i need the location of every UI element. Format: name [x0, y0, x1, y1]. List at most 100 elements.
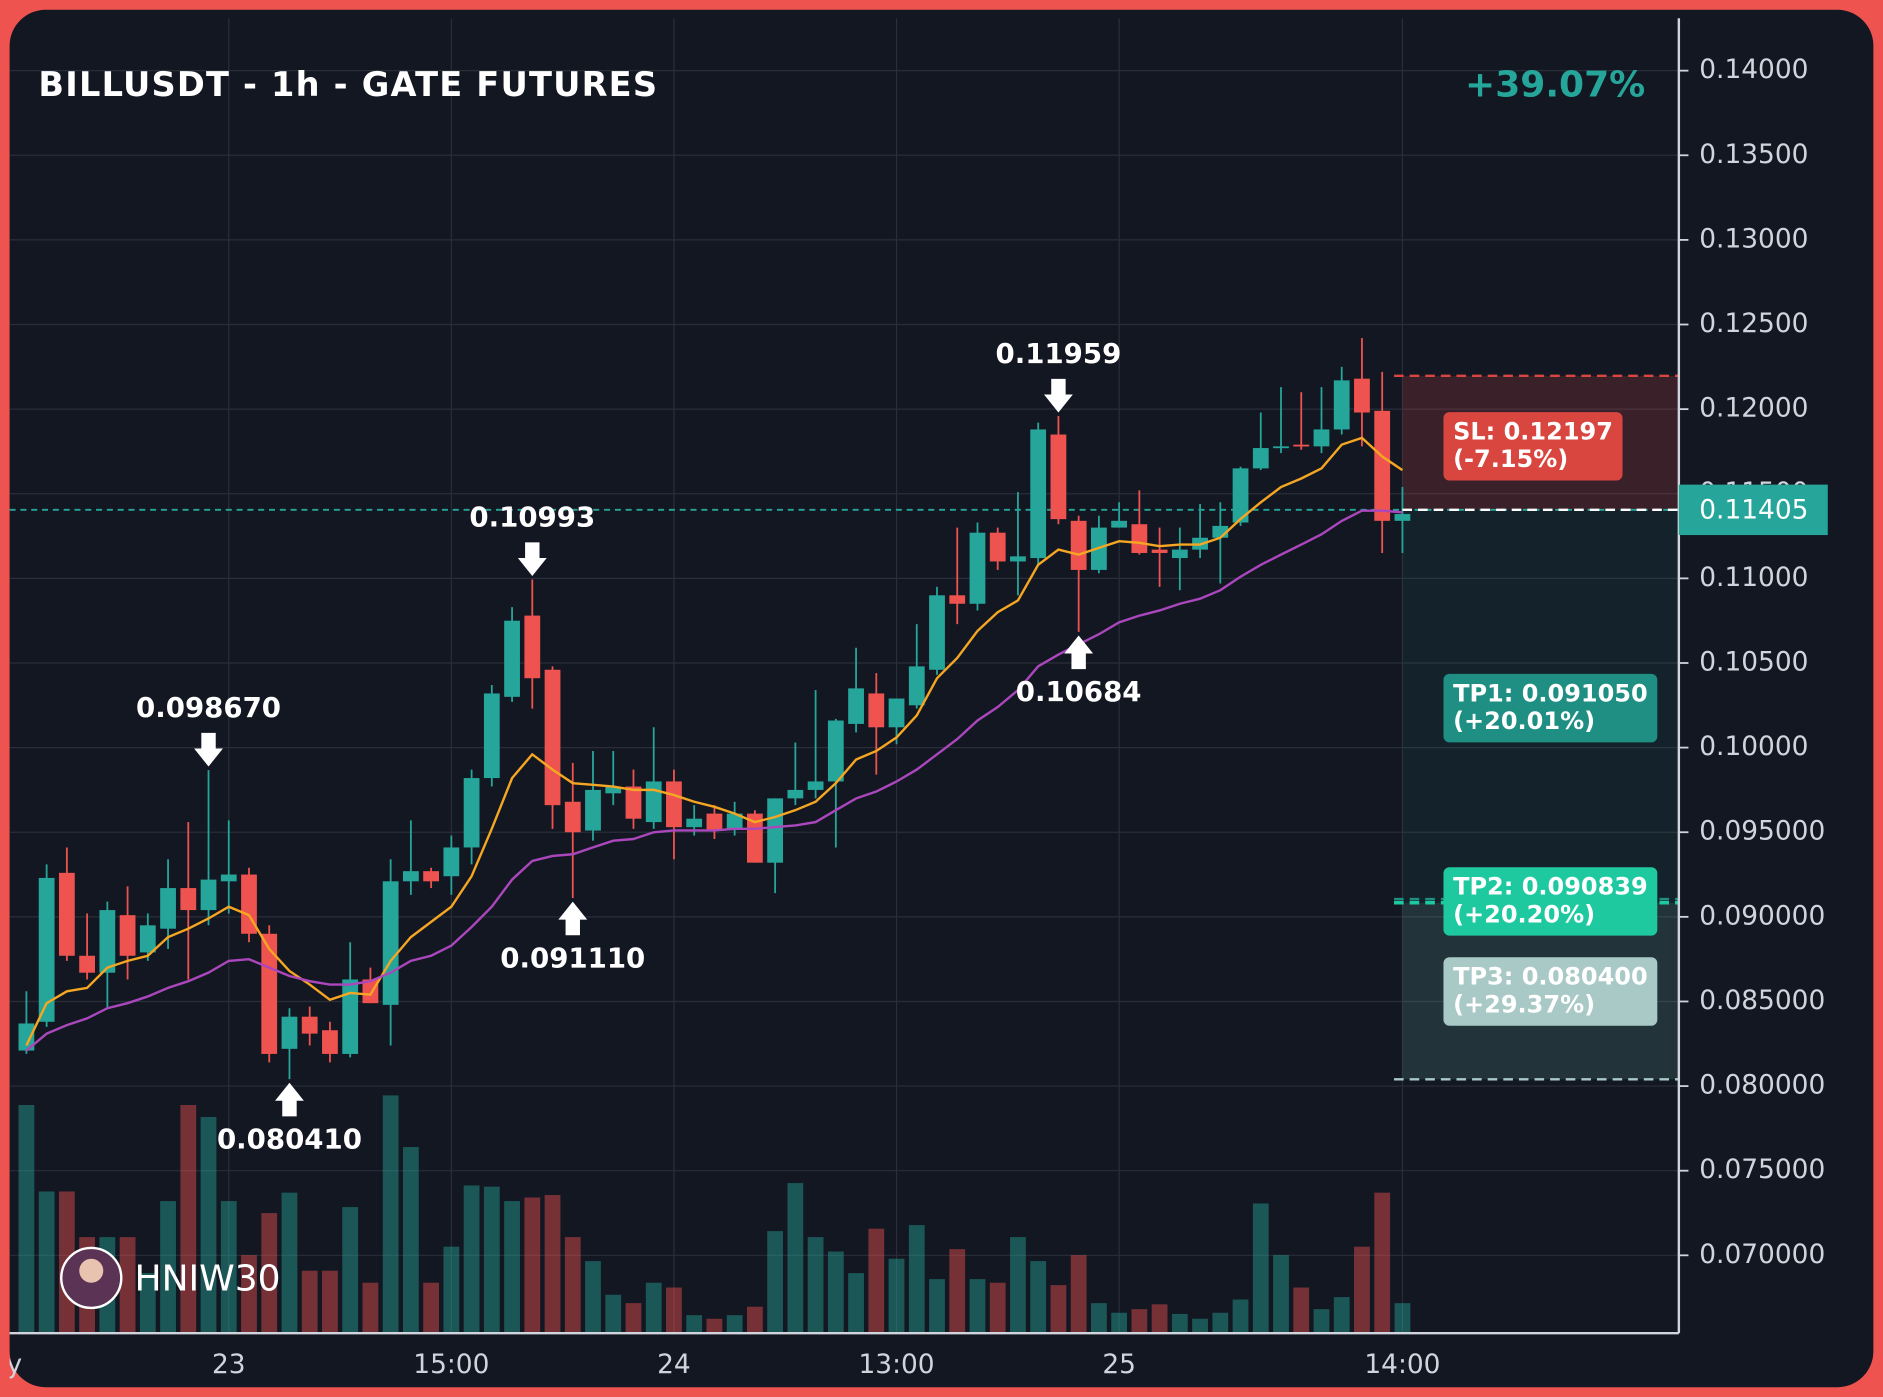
volume-bar	[160, 1201, 176, 1334]
volume-bar	[1030, 1261, 1047, 1334]
y-tick-label: 0.14000	[1699, 54, 1808, 85]
candle-body	[1030, 429, 1047, 559]
y-tick-label: 0.11000	[1699, 562, 1808, 593]
volume-bar	[666, 1287, 682, 1334]
volume-bar	[423, 1282, 440, 1334]
candle-body	[1131, 524, 1148, 553]
candle-body	[827, 720, 844, 782]
volume-bar	[382, 1095, 399, 1334]
annotation-arrow	[517, 542, 547, 576]
annotation-label: 0.11959	[996, 337, 1122, 370]
candle-body	[342, 979, 359, 1054]
candle-body	[1394, 514, 1411, 521]
volume-bar	[726, 1315, 743, 1334]
volume-bar	[1050, 1285, 1067, 1334]
volume-bar	[969, 1279, 986, 1334]
candle-body	[585, 789, 601, 831]
level-label: SL: 0.12197	[1453, 418, 1613, 446]
volume-bar	[1232, 1299, 1249, 1334]
panel	[9, 9, 1874, 1388]
price-box	[1678, 484, 1828, 536]
candle-body	[99, 910, 116, 973]
level-sublabel: (+20.20%)	[1453, 900, 1595, 928]
volume-bar	[908, 1225, 925, 1334]
candle-body	[1374, 410, 1391, 521]
ma-line	[25, 509, 1403, 1052]
y-tick-label: 0.070000	[1699, 1239, 1825, 1270]
volume-bar	[220, 1201, 237, 1334]
volume-bar	[524, 1197, 541, 1334]
volume-bar	[1131, 1309, 1148, 1334]
candle-body	[1151, 549, 1168, 553]
candle-body	[1111, 520, 1128, 528]
volume-bar	[463, 1185, 480, 1334]
candle-body	[726, 813, 743, 829]
volume-bar	[38, 1191, 55, 1334]
candle-body	[1232, 468, 1249, 523]
candle-body	[706, 813, 723, 831]
candle-body	[301, 1016, 318, 1034]
candle-body	[746, 813, 763, 863]
volume-bar	[807, 1237, 824, 1334]
candle-body	[1313, 429, 1330, 447]
annotation-arrow	[275, 1082, 304, 1117]
y-tick-label: 0.13000	[1699, 223, 1808, 254]
volume-bar	[645, 1282, 662, 1334]
x-tick-label: 13:00	[858, 1349, 934, 1380]
level-box	[1443, 673, 1658, 743]
volume-bar	[625, 1303, 642, 1334]
candle-body	[1333, 380, 1350, 430]
volume-bar	[301, 1270, 318, 1334]
volume-bar	[827, 1251, 844, 1334]
level-label: TP3: 0.080400	[1453, 963, 1648, 991]
candle-body	[1010, 556, 1026, 562]
candle-body	[605, 786, 622, 794]
volume-bar	[241, 1255, 257, 1334]
candle-body	[119, 915, 136, 956]
y-tick-label: 0.090000	[1699, 900, 1825, 931]
volume-bar	[1192, 1318, 1208, 1334]
y-tick-label: 0.12500	[1699, 308, 1808, 339]
candle-body	[322, 1030, 338, 1054]
volume-bar	[686, 1315, 703, 1334]
volume-bar	[322, 1270, 338, 1334]
level-sublabel: (+29.37%)	[1453, 990, 1595, 1018]
x-tick-label: 15:00	[413, 1349, 489, 1380]
x-tick-label: ay	[0, 1349, 22, 1380]
volume-bar	[1333, 1297, 1350, 1334]
volume-bar	[402, 1147, 419, 1334]
volume-bar	[1252, 1203, 1269, 1334]
y-tick-label: 0.075000	[1699, 1154, 1825, 1185]
candle-body	[1171, 549, 1188, 559]
candle-body	[1212, 525, 1229, 538]
y-tick-label: 0.13500	[1699, 139, 1808, 170]
avatar-face	[79, 1258, 104, 1283]
volume-bar	[949, 1249, 966, 1334]
volume-bar	[1212, 1312, 1229, 1334]
annotation-label: 0.098670	[136, 691, 281, 724]
volume-bar	[180, 1105, 197, 1334]
candle-body	[423, 871, 440, 882]
candle-body	[989, 532, 1006, 562]
volume-bar	[706, 1318, 723, 1334]
annotation-label: 0.080410	[217, 1122, 362, 1155]
annotation-arrow	[1044, 378, 1073, 413]
candle-body	[767, 798, 784, 863]
x-tick-label: 14:00	[1364, 1349, 1440, 1380]
x-tick-label: 25	[1102, 1349, 1136, 1380]
candle-body	[180, 888, 197, 911]
level-sublabel: (+20.01%)	[1453, 707, 1595, 735]
candle-body	[241, 874, 257, 934]
candle-body	[281, 1016, 298, 1049]
volume-bar	[119, 1237, 136, 1334]
candle-body	[443, 847, 460, 877]
candle-body	[261, 933, 278, 1054]
candle-body	[139, 925, 156, 953]
x-axis-labels: ay 23 15:00 24 13:00 25 14:00	[0, 1349, 1441, 1380]
y-tick-label: 0.080000	[1699, 1070, 1825, 1101]
y-tick-label: 0.085000	[1699, 985, 1825, 1016]
volume-bar	[746, 1306, 763, 1334]
volume-bar	[1273, 1255, 1289, 1334]
candle-body	[686, 818, 703, 828]
